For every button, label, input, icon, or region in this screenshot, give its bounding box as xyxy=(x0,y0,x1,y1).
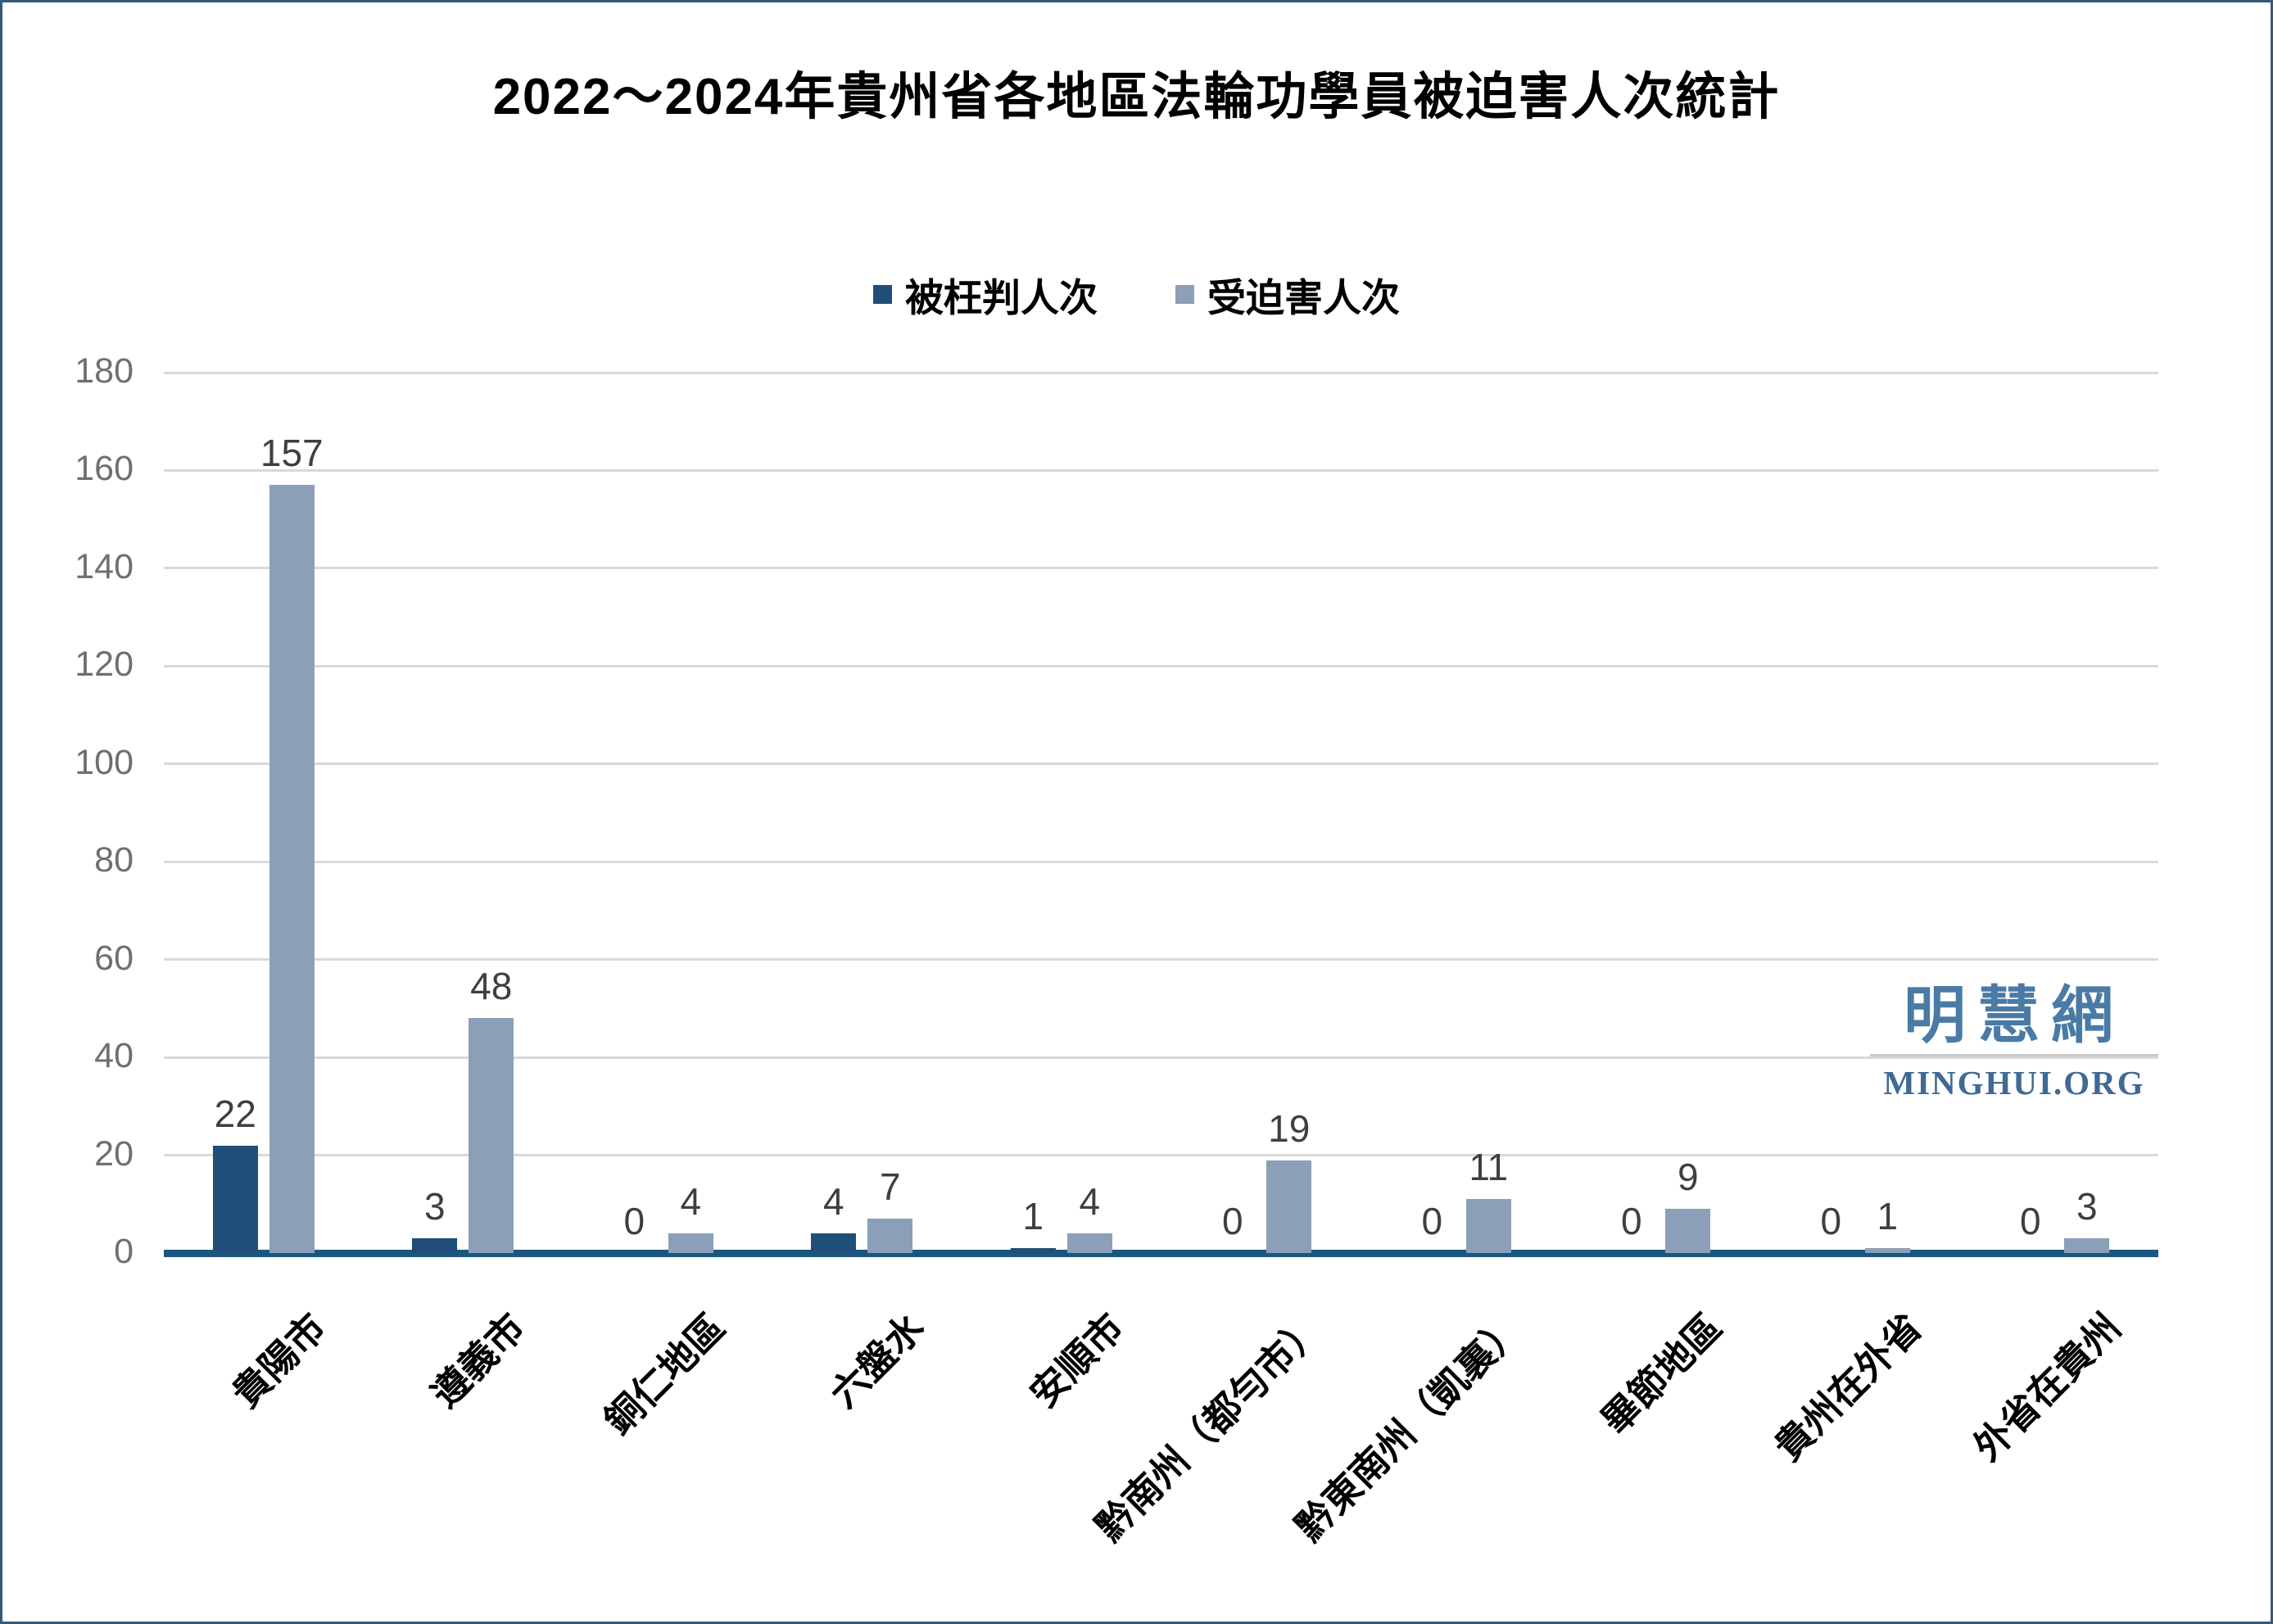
x-category-label-text: 外省在貴州 xyxy=(1965,1305,2130,1469)
x-category-label-text: 安順市 xyxy=(1021,1305,1132,1416)
watermark-url: MINGHUI.ORG xyxy=(1883,1063,2145,1102)
data-label: 48 xyxy=(470,965,513,1008)
gridline xyxy=(164,860,2158,863)
data-label: 22 xyxy=(214,1092,256,1135)
data-label: 0 xyxy=(623,1200,645,1242)
y-tick-label: 0 xyxy=(114,1232,134,1271)
bar-persecuted xyxy=(1066,1233,1112,1253)
chart-legend: 被枉判人次 受迫害人次 xyxy=(2,266,2271,323)
gridline xyxy=(164,958,2158,961)
gridline xyxy=(164,567,2158,570)
data-label: 0 xyxy=(1620,1200,1642,1242)
x-category-label-text: 貴陽市 xyxy=(224,1305,334,1416)
y-tick-label: 100 xyxy=(75,742,134,782)
data-label: 4 xyxy=(1079,1180,1101,1224)
bar-persecuted xyxy=(469,1018,514,1253)
x-category-label-text: 銅仁地區 xyxy=(595,1305,733,1442)
data-label: 0 xyxy=(2019,1200,2041,1242)
data-label: 3 xyxy=(2076,1185,2098,1228)
legend-item-persecuted: 受迫害人次 xyxy=(1175,266,1400,323)
data-label: 4 xyxy=(822,1180,844,1224)
gridline xyxy=(164,371,2158,374)
data-label: 11 xyxy=(1469,1146,1509,1189)
y-tick-label: 160 xyxy=(75,449,134,489)
y-tick-label: 60 xyxy=(94,938,134,978)
data-label: 157 xyxy=(260,432,324,475)
bar-persecuted xyxy=(1864,1248,1910,1253)
data-label: 0 xyxy=(1221,1200,1243,1242)
bar-sentenced xyxy=(811,1233,857,1253)
legend-swatch-dark-icon xyxy=(873,285,892,304)
data-label: 0 xyxy=(1421,1200,1443,1242)
chart-title: 2022～2024年貴州省各地區法輪功學員被迫害人次統計 xyxy=(492,69,1781,125)
x-category-label-text: 畢節地區 xyxy=(1593,1305,1731,1442)
data-label: 4 xyxy=(680,1180,702,1224)
x-axis-line xyxy=(164,1250,2158,1257)
bar-persecuted xyxy=(867,1219,913,1253)
gridline xyxy=(164,664,2158,667)
legend-item-sentenced: 被枉判人次 xyxy=(873,266,1098,323)
data-label: 9 xyxy=(1677,1156,1699,1199)
watermark-divider xyxy=(1870,1053,2158,1056)
y-tick-label: 180 xyxy=(75,351,134,391)
minghui-watermark: 明慧網 MINGHUI.ORG xyxy=(1870,984,2158,1102)
bar-persecuted xyxy=(1266,1160,1312,1253)
bar-sentenced xyxy=(1010,1248,1056,1253)
y-tick-label: 140 xyxy=(75,546,134,586)
data-label: 0 xyxy=(1820,1200,1842,1242)
x-category-label-text: 遵義市 xyxy=(423,1305,534,1416)
data-label: 19 xyxy=(1268,1106,1311,1150)
data-label: 1 xyxy=(1022,1195,1044,1238)
y-tick-label: 40 xyxy=(94,1036,134,1076)
gridline xyxy=(164,468,2158,472)
gridline xyxy=(164,762,2158,766)
bar-sentenced xyxy=(212,1145,258,1253)
gridline xyxy=(164,1056,2158,1059)
x-category-label-text: 六盤水 xyxy=(822,1305,933,1416)
bar-sentenced xyxy=(412,1238,458,1253)
bar-persecuted xyxy=(2064,1238,2110,1253)
data-label: 1 xyxy=(1877,1195,1899,1238)
y-tick-label: 20 xyxy=(94,1133,134,1174)
watermark-chinese: 明慧網 xyxy=(1904,981,2125,1051)
bar-persecuted xyxy=(269,485,315,1253)
data-label: 7 xyxy=(879,1165,901,1209)
legend-label: 受迫害人次 xyxy=(1207,276,1400,319)
legend-label: 被枉判人次 xyxy=(905,276,1098,319)
legend-swatch-light-icon xyxy=(1175,285,1194,304)
bar-persecuted xyxy=(1465,1199,1511,1253)
data-label: 3 xyxy=(423,1185,446,1228)
bar-persecuted xyxy=(668,1233,713,1253)
bar-persecuted xyxy=(1665,1209,1711,1253)
gridline xyxy=(164,1154,2158,1157)
x-category-label-text: 貴州在外省 xyxy=(1766,1305,1930,1469)
y-tick-label: 80 xyxy=(94,840,134,880)
y-tick-label: 120 xyxy=(75,645,134,685)
